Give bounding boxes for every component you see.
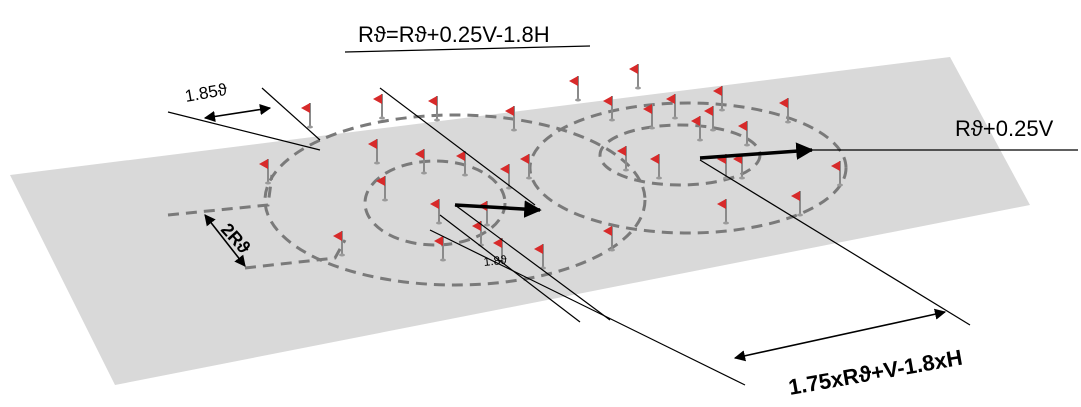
ref-line-center-c — [429, 229, 746, 386]
flag-icon — [691, 116, 703, 142]
flag-icon — [779, 98, 791, 124]
dim-a-label: 1.85ϑ — [183, 80, 229, 106]
arrow-icon — [699, 142, 814, 160]
flag-icon — [569, 76, 581, 102]
flag-icon — [617, 146, 629, 172]
flag-icon — [791, 191, 803, 217]
flag-icon — [603, 226, 615, 252]
reference-lines — [167, 45, 1078, 386]
bottom-formula-label: 1.75xRϑ+V-1.8xH — [787, 345, 965, 400]
top-formula-label: Rϑ=Rϑ+0.25V-1.8H — [358, 22, 550, 47]
double-arrow-icon — [204, 214, 246, 267]
double-arrow-icon — [733, 308, 947, 362]
flag-icon — [456, 151, 468, 177]
flag-icon — [520, 154, 532, 180]
flag-icon — [434, 236, 446, 262]
flag-icon — [368, 139, 380, 165]
flag-icon — [376, 176, 388, 202]
flag-icon — [717, 199, 729, 225]
flag-icon — [831, 161, 843, 187]
arrow-icon — [454, 200, 542, 218]
outer-zone-left — [263, 113, 647, 287]
ground-plane — [10, 57, 1030, 385]
dim-c-label: 1.8ϑ — [483, 253, 508, 269]
double-arrow-icon — [203, 103, 272, 123]
ref-line-top-a — [167, 111, 321, 151]
flag-icon — [650, 154, 662, 180]
flag-icon — [603, 96, 615, 122]
ref-line-center-b — [439, 214, 581, 323]
inner-zone-left — [363, 159, 507, 247]
flag-icon — [713, 86, 725, 112]
approach-corridor-top — [167, 174, 274, 217]
formula-underline — [344, 45, 591, 53]
approach-corridor-bottom — [244, 239, 347, 270]
flag-icon — [704, 106, 716, 132]
flag-icon — [629, 64, 641, 90]
flag-icon — [373, 94, 385, 120]
flag-icon — [505, 106, 517, 132]
right-formula-label: Rϑ+0.25V — [955, 116, 1054, 141]
flag-icon — [259, 159, 271, 185]
flag-icon — [643, 104, 655, 130]
ref-line-right-diag — [699, 159, 971, 326]
direction-arrows — [454, 142, 814, 218]
flag-icon — [666, 94, 678, 120]
leader-top-formula — [379, 87, 536, 206]
flag-icon — [333, 231, 345, 257]
flag-icon — [428, 96, 440, 122]
flag-icon — [415, 149, 427, 175]
flag-markers — [259, 64, 843, 270]
dimension-arrows — [203, 103, 947, 362]
flag-icon — [301, 103, 313, 129]
ref-line-top-b — [261, 87, 321, 141]
ref-line-center-a — [454, 204, 611, 321]
flag-icon — [430, 199, 442, 225]
flag-icon — [738, 121, 750, 147]
